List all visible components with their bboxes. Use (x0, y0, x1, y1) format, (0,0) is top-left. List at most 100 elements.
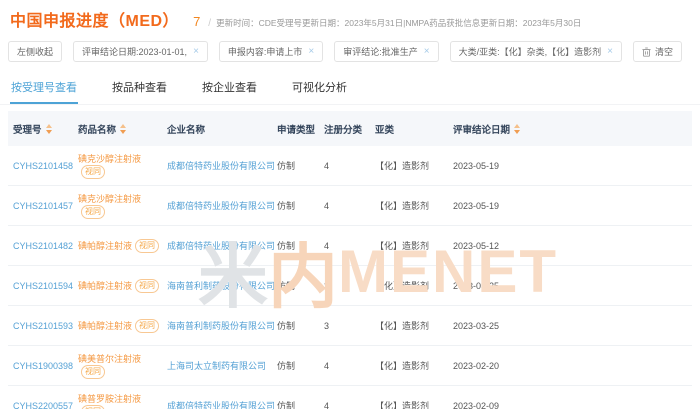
acceptance-no-cell: CYHS1900398 (8, 361, 78, 371)
deemed-badge: 视同 (135, 238, 160, 253)
drug-name-link[interactable]: 碘克沙醇注射液 (78, 154, 142, 164)
apply-type-value: 仿制 (277, 161, 296, 171)
apply-type-value: 仿制 (277, 401, 296, 409)
acceptance-no-link[interactable]: CYHS2101458 (13, 160, 74, 171)
drug-name-cell: 碘帕醇注射液 视同 (78, 278, 167, 293)
column-header[interactable]: 药品名称 (78, 122, 167, 136)
sort-icon[interactable] (45, 123, 52, 134)
drug-name-link[interactable]: 碘克沙醇注射液 (78, 194, 142, 204)
acceptance-no-link[interactable]: CYHS2200557 (13, 400, 74, 409)
table-header-row: 受理号 药品名称 企业名称 申请类型 注册分类 亚类 评审结论日期 (8, 111, 692, 146)
subclass-value: 【化】造影剂 (375, 401, 430, 409)
company-link[interactable]: 海南普利制药股份有限公司 (167, 281, 276, 291)
company-link[interactable]: 海南普利制药股份有限公司 (167, 321, 276, 331)
reg-class-value: 4 (324, 160, 330, 171)
subclass-cell: 【化】造影剂 (375, 159, 453, 172)
filter-chip[interactable]: 大类/亚类:【化】杂类,【化】造影剂 × (449, 41, 622, 62)
apply-type-cell: 仿制 (277, 159, 324, 172)
tab-按企业查看[interactable]: 按企业查看 (202, 82, 257, 94)
sort-icon[interactable] (514, 123, 521, 134)
drug-name-link[interactable]: 碘普罗胺注射液 (78, 394, 142, 404)
table-body: CYHS2101458 碘克沙醇注射液视同 成都倍特药业股份有限公司 仿制 4 【化】造影… (8, 146, 692, 409)
result-count: 7 (193, 14, 201, 29)
review-date-cell: 2023-02-09 (453, 401, 692, 409)
subclass-value: 【化】造影剂 (375, 201, 430, 211)
review-date-cell: 2023-05-12 (453, 241, 692, 251)
reg-class-cell: 4 (324, 161, 375, 171)
column-header-label: 注册分类 (324, 124, 363, 136)
review-date-cell: 2023-02-20 (453, 361, 692, 371)
company-link[interactable]: 成都倍特药业股份有限公司 (167, 241, 276, 251)
reg-class-cell: 4 (324, 201, 375, 211)
update-info-text: 更新时间：CDE受理号更新日期：2023年5月31日|NMPA药品获批信息更新日… (216, 18, 582, 28)
drug-name-cell: 碘普罗胺注射液视同 (78, 392, 167, 409)
table-row: CYHS2200557 碘普罗胺注射液视同成都倍特药业股份有限公司仿制 4【化】造影… (8, 386, 692, 409)
column-header-label: 申请类型 (277, 124, 316, 136)
tab-按品种查看[interactable]: 按品种查看 (112, 82, 167, 94)
acceptance-no-cell: CYHS2200557 (8, 401, 78, 409)
acceptance-no-link[interactable]: CYHS2101457 (13, 200, 74, 211)
apply-type-cell: 仿制 (277, 199, 324, 212)
reg-class-cell: 4 (324, 401, 375, 409)
filter-chip-label: 大类/亚类:【化】杂类,【化】造影剂 (458, 47, 602, 57)
tab-可视化分析[interactable]: 可视化分析 (292, 82, 347, 94)
remove-filter-icon[interactable]: × (308, 46, 315, 57)
company-cell: 成都倍特药业股份有限公司 (167, 399, 277, 409)
column-header[interactable]: 受理号 (8, 122, 78, 136)
acceptance-no-link[interactable]: CYHS2101593 (13, 320, 74, 331)
filter-chip[interactable]: 审评结论:批准生产 × (334, 41, 439, 62)
filter-chip[interactable]: 申报内容:申请上市 × (218, 41, 324, 62)
results-card: 按受理号查看 按品种查看 按企业查看 可视化分析 受理号 药品名称 企业名称 申请类型 注册分… (0, 70, 700, 409)
company-cell: 上海司太立制药有限公司 (167, 359, 277, 372)
page-title: 中国申报进度（MED） (10, 13, 180, 30)
filter-chip[interactable]: 评审结论日期:2023-01-01, × (73, 41, 208, 62)
subclass-value: 【化】造影剂 (375, 361, 430, 371)
deemed-badge: 视同 (135, 278, 160, 293)
drug-name-cell: 碘克沙醇注射液视同 (78, 152, 167, 179)
apply-type-cell: 仿制 (277, 399, 324, 409)
review-date-value: 2023-02-09 (453, 400, 500, 409)
subclass-cell: 【化】造影剂 (375, 359, 453, 372)
company-link[interactable]: 成都倍特药业股份有限公司 (167, 401, 276, 409)
company-cell: 海南普利制药股份有限公司 (167, 279, 277, 292)
review-date-cell: 2023-05-19 (453, 201, 692, 211)
table-row: CYHS2101458 碘克沙醇注射液视同 成都倍特药业股份有限公司 仿制 4 【化】造影… (8, 146, 692, 186)
tab-按受理号查看[interactable]: 按受理号查看 (10, 70, 78, 104)
column-header: 申请类型 (277, 122, 324, 136)
acceptance-no-link[interactable]: CYHS1900398 (13, 360, 74, 371)
drug-name-link[interactable]: 碘美普尔注射液 (78, 354, 142, 364)
drug-name-link[interactable]: 碘帕醇注射液 (78, 240, 133, 251)
subclass-cell: 【化】造影剂 (375, 279, 453, 292)
subclass-value: 【化】造影剂 (375, 241, 430, 251)
clear-filters-label: 清空 (654, 47, 673, 57)
remove-filter-icon[interactable]: × (607, 46, 613, 57)
review-date-value: 2023-05-12 (453, 240, 500, 251)
acceptance-no-cell: CYHS2101458 (8, 161, 78, 171)
company-link[interactable]: 成都倍特药业股份有限公司 (167, 161, 276, 171)
subclass-value: 【化】造影剂 (375, 281, 430, 291)
collapse-left-button[interactable]: 左侧收起 (8, 41, 63, 62)
remove-filter-icon[interactable]: × (423, 46, 430, 57)
remove-filter-icon[interactable]: × (193, 46, 199, 57)
drug-name-link[interactable]: 碘帕醇注射液 (78, 280, 133, 291)
review-date-cell: 2023-03-25 (453, 321, 692, 331)
divider: / (208, 18, 212, 29)
reg-class-cell: 3 (324, 321, 375, 331)
company-link[interactable]: 上海司太立制药有限公司 (167, 361, 267, 371)
deemed-badge: 视同 (81, 165, 105, 179)
company-cell: 成都倍特药业股份有限公司 (167, 159, 277, 172)
review-date-value: 2023-05-19 (453, 160, 500, 171)
apply-type-cell: 仿制 (277, 319, 324, 332)
reg-class-value: 4 (324, 200, 330, 211)
filter-chip-label: 申报内容:申请上市 (227, 47, 303, 57)
collapse-left-label: 左侧收起 (17, 47, 54, 57)
drug-name-link[interactable]: 碘帕醇注射液 (78, 320, 133, 331)
acceptance-no-link[interactable]: CYHS2101482 (13, 240, 74, 251)
acceptance-no-link[interactable]: CYHS2101594 (13, 280, 74, 291)
clear-filters-button[interactable]: 清空 (632, 41, 682, 62)
table-row: CYHS2101482 碘帕醇注射液 视同 成都倍特药业股份有限公司 仿制 4 【化】造影剂… (8, 226, 692, 266)
company-link[interactable]: 成都倍特药业股份有限公司 (167, 201, 276, 211)
sort-icon[interactable] (120, 123, 127, 134)
column-header[interactable]: 评审结论日期 (453, 122, 692, 136)
review-date-cell: 2023-03-25 (453, 281, 692, 291)
